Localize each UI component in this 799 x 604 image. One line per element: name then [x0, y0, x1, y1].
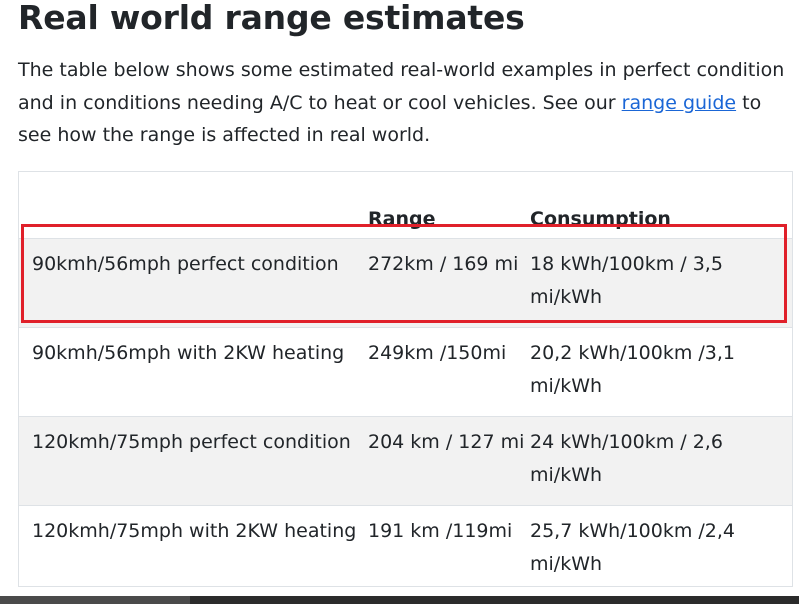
table-header-row: Range Consumption	[19, 172, 792, 239]
table-row: 120kmh/75mph perfect condition 204 km / …	[19, 416, 792, 506]
range-table: Range Consumption 90kmh/56mph perfect co…	[19, 172, 792, 595]
scrollbar-thumb[interactable]	[0, 596, 190, 604]
intro-text-after: to see how the range is affected in real…	[18, 91, 762, 147]
cell-consumption: 18 kWh/100km / 3,5 mi/kWh	[530, 238, 792, 328]
page-title: Real world range estimates	[18, 0, 525, 37]
intro-paragraph: The table below shows some estimated rea…	[18, 54, 788, 152]
cell-condition: 90kmh/56mph with 2KW heating	[19, 327, 368, 417]
table-row: 90kmh/56mph perfect condition 272km / 16…	[19, 238, 792, 328]
table-row: 120kmh/75mph with 2KW heating 191 km /11…	[19, 505, 792, 595]
header-condition	[19, 172, 368, 239]
bottom-scrollbar[interactable]	[0, 596, 799, 604]
cell-range: 249km /150mi	[368, 327, 530, 417]
header-range: Range	[368, 208, 436, 230]
cell-condition: 90kmh/56mph perfect condition	[19, 238, 368, 328]
cell-consumption: 24 kWh/100km / 2,6 mi/kWh	[530, 416, 792, 506]
header-consumption: Consumption	[530, 208, 671, 230]
cell-range: 191 km /119mi	[368, 505, 530, 595]
cell-range: 272km / 169 mi	[368, 238, 530, 328]
table-row: 90kmh/56mph with 2KW heating 249km /150m…	[19, 327, 792, 417]
range-table-container: Range Consumption 90kmh/56mph perfect co…	[18, 171, 793, 595]
cell-condition: 120kmh/75mph perfect condition	[19, 416, 368, 506]
cell-range: 204 km / 127 mi	[368, 416, 530, 506]
cell-consumption: 20,2 kWh/100km /3,1 mi/kWh	[530, 327, 792, 417]
range-guide-link[interactable]: range guide	[621, 91, 737, 114]
cell-consumption: 25,7 kWh/100km /2,4 mi/kWh	[530, 505, 792, 595]
intro-text-before: The table below shows some estimated rea…	[18, 59, 785, 114]
cell-condition: 120kmh/75mph with 2KW heating	[19, 505, 368, 595]
